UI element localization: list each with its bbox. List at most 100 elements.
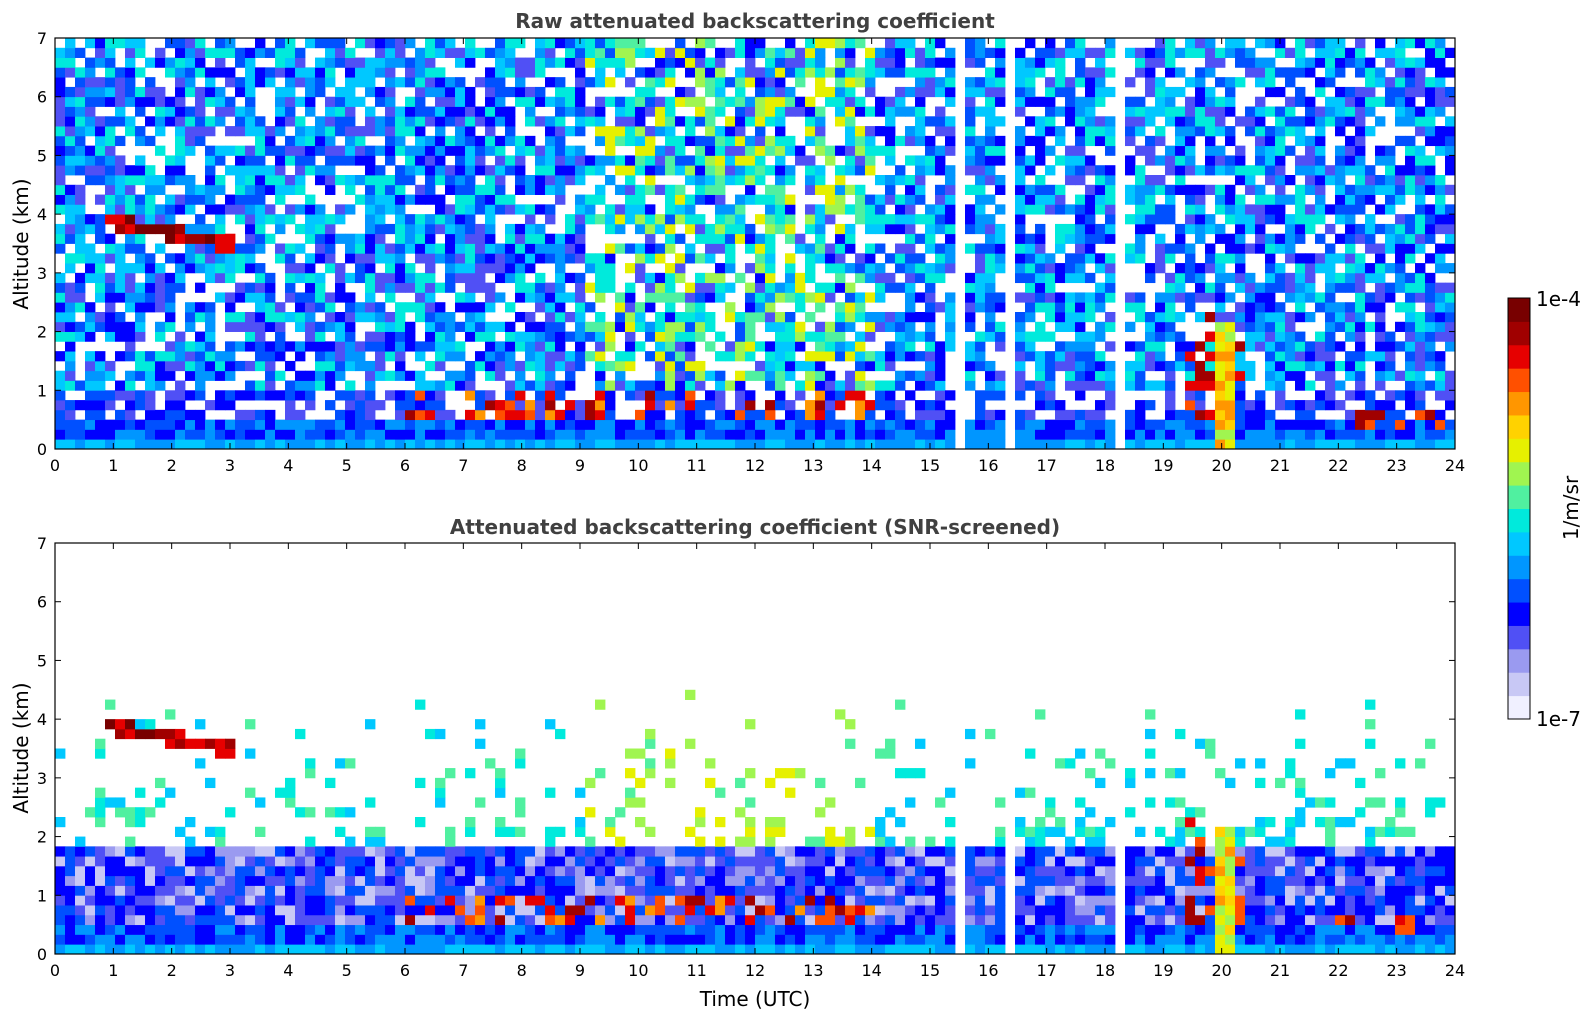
heatmap-cell: [1425, 331, 1436, 342]
heatmap-cell: [105, 924, 116, 935]
heatmap-cell: [885, 351, 896, 362]
heatmap-cell: [655, 67, 666, 78]
heatmap-cell: [845, 243, 856, 254]
heatmap-cell: [825, 292, 836, 303]
heatmap-cell: [1255, 302, 1266, 313]
heatmap-cell: [95, 116, 106, 127]
heatmap-cell: [765, 380, 776, 391]
heatmap-cell: [105, 233, 116, 244]
heatmap-cell: [275, 331, 286, 342]
heatmap-cell: [1295, 223, 1306, 235]
heatmap-cell: [425, 243, 436, 254]
heatmap-cell: [1235, 419, 1246, 430]
heatmap-cell: [595, 400, 606, 411]
heatmap-cell: [465, 380, 476, 391]
heatmap-cell: [155, 204, 166, 215]
heatmap-cell: [725, 351, 736, 362]
heatmap-cell: [535, 341, 546, 352]
heatmap-cell: [335, 885, 346, 896]
heatmap-cell: [275, 155, 286, 166]
heatmap-cell: [435, 312, 446, 323]
heatmap-cell: [1065, 263, 1076, 274]
heatmap-cell: [745, 351, 756, 362]
heatmap-cell: [1415, 390, 1426, 401]
heatmap-cell: [575, 175, 586, 186]
heatmap-cell: [395, 321, 406, 332]
heatmap-cell: [1175, 126, 1186, 137]
heatmap-cell: [1095, 194, 1106, 205]
heatmap-cell: [445, 439, 456, 449]
heatmap-cell: [895, 429, 906, 440]
heatmap-cell: [415, 57, 426, 68]
heatmap-cell: [475, 263, 486, 274]
heatmap-cell: [1425, 253, 1436, 264]
heatmap-cell: [485, 331, 496, 342]
heatmap-cell: [635, 96, 646, 107]
heatmap-cell: [115, 321, 126, 332]
heatmap-cell: [395, 282, 406, 293]
heatmap-cell: [145, 370, 156, 381]
heatmap-cell: [825, 67, 836, 78]
heatmap-cell: [745, 292, 756, 303]
heatmap-cell: [135, 787, 146, 798]
heatmap-cell: [1205, 126, 1216, 137]
heatmap-cell: [715, 96, 726, 107]
heatmap-cell: [65, 924, 76, 935]
heatmap-cell: [1205, 419, 1216, 430]
heatmap-cell: [1265, 77, 1276, 88]
heatmap-cell: [1225, 243, 1236, 254]
heatmap-cell: [285, 292, 296, 303]
heatmap-cell: [985, 194, 996, 205]
heatmap-cell: [1425, 341, 1436, 352]
heatmap-cell: [1165, 439, 1176, 449]
heatmap-cell: [1225, 204, 1236, 215]
heatmap-cell: [115, 914, 126, 926]
heatmap-cell: [625, 292, 636, 303]
heatmap-cell: [685, 116, 696, 127]
heatmap-cell: [1255, 155, 1266, 166]
heatmap-cell: [1175, 145, 1186, 156]
heatmap-cell: [1065, 321, 1076, 332]
heatmap-cell: [175, 728, 186, 740]
heatmap-cell: [1205, 370, 1216, 381]
heatmap-cell: [765, 106, 776, 117]
heatmap-cell: [885, 155, 896, 166]
heatmap-cell: [175, 96, 186, 107]
heatmap-cell: [525, 292, 536, 303]
heatmap-cell: [255, 875, 266, 886]
heatmap-cell: [105, 184, 116, 195]
heatmap-cell: [485, 253, 496, 264]
heatmap-cell: [645, 253, 656, 264]
heatmap-cell: [55, 77, 66, 88]
heatmap-cell: [265, 184, 276, 195]
heatmap-cell: [265, 341, 276, 352]
heatmap-cell: [1045, 282, 1056, 293]
heatmap-cell: [1335, 47, 1346, 58]
heatmap-cell: [1405, 223, 1416, 235]
heatmap-cell: [1375, 243, 1386, 254]
heatmap-cell: [895, 194, 906, 205]
heatmap-cell: [975, 282, 986, 293]
heatmap-cell: [345, 944, 356, 954]
heatmap-cell: [1165, 184, 1176, 195]
heatmap-cell: [305, 214, 316, 225]
heatmap-cell: [215, 184, 226, 195]
heatmap-cell: [605, 126, 616, 137]
heatmap-cell: [605, 253, 616, 264]
heatmap-cell: [335, 86, 346, 98]
heatmap-cell: [135, 400, 146, 411]
heatmap-cell: [1085, 67, 1096, 78]
heatmap-cell: [165, 253, 176, 264]
heatmap-cell: [325, 135, 336, 147]
heatmap-cell: [1045, 47, 1056, 58]
heatmap-cell: [1225, 409, 1236, 421]
heatmap-cell: [1425, 380, 1436, 391]
heatmap-cell: [1055, 341, 1066, 352]
heatmap-cell: [1275, 116, 1286, 127]
heatmap-cell: [1415, 223, 1426, 235]
heatmap-cell: [135, 214, 146, 225]
heatmap-cell: [1035, 194, 1046, 205]
heatmap-cell: [505, 155, 516, 166]
heatmap-cell: [875, 312, 886, 323]
heatmap-cell: [1395, 135, 1406, 147]
